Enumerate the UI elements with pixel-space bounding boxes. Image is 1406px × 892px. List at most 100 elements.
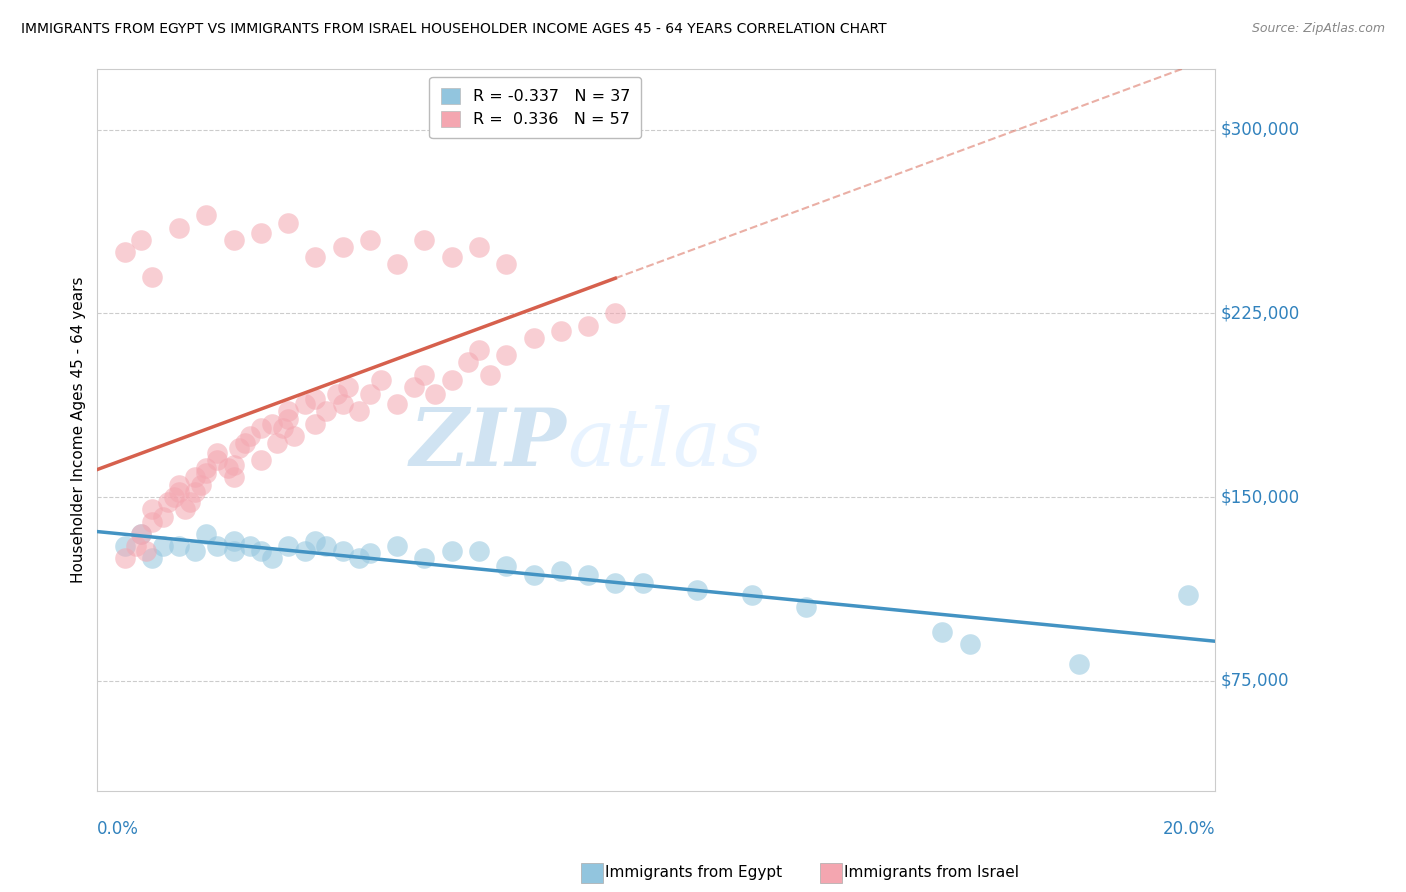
Point [294,397,316,411]
Point [1177,588,1199,602]
Point [605,575,627,590]
Point [114,551,136,566]
Point [260,417,283,431]
Point [114,245,136,260]
Point [468,343,491,358]
Point [359,387,381,401]
Point [207,539,229,553]
Point [1067,657,1090,671]
Text: Source: ZipAtlas.com: Source: ZipAtlas.com [1251,22,1385,36]
Point [277,539,299,553]
Point [129,526,152,541]
Point [413,551,436,566]
Point [337,380,360,394]
Point [129,233,152,247]
Text: 0.0%: 0.0% [97,821,139,838]
Text: Immigrants from Egypt: Immigrants from Egypt [605,865,782,880]
Point [631,575,654,590]
Point [495,348,517,362]
Point [332,240,354,254]
Point [522,331,544,345]
Point [495,257,517,271]
Point [135,544,157,558]
Point [152,509,174,524]
Point [294,544,316,558]
Text: $150,000: $150,000 [1220,488,1299,506]
Point [233,436,256,450]
Point [440,544,463,558]
Point [222,534,245,549]
Point [195,466,218,480]
Point [152,539,174,553]
Point [522,568,544,582]
Point [250,421,273,435]
Point [440,250,463,264]
Point [222,458,245,473]
Text: 20.0%: 20.0% [1163,821,1215,838]
Point [167,539,190,553]
Point [195,460,218,475]
Point [741,588,763,602]
Point [478,368,501,382]
Point [195,209,218,223]
Point [315,539,337,553]
Point [260,551,283,566]
Point [468,240,491,254]
Point [250,226,273,240]
Point [495,558,517,573]
Point [141,515,163,529]
Text: $300,000: $300,000 [1220,120,1299,139]
Point [359,546,381,560]
Point [239,429,262,443]
Point [228,441,250,455]
Point [605,306,627,320]
Point [387,257,409,271]
Point [304,417,326,431]
Point [794,600,817,615]
Point [277,216,299,230]
Point [141,551,163,566]
Point [173,502,195,516]
Point [167,485,190,500]
Text: $225,000: $225,000 [1220,304,1299,322]
Point [129,526,152,541]
Point [550,564,572,578]
Point [370,372,392,386]
Point [326,387,349,401]
Point [332,397,354,411]
Point [222,470,245,484]
Point [931,624,953,639]
Point [266,436,288,450]
Point [167,478,190,492]
Point [114,539,136,553]
Point [402,380,425,394]
Point [167,220,190,235]
Point [457,355,479,369]
Point [184,485,207,500]
Point [359,233,381,247]
Point [315,404,337,418]
Legend: R = -0.337   N = 37, R =  0.336   N = 57: R = -0.337 N = 37, R = 0.336 N = 57 [429,77,641,138]
Point [304,392,326,406]
Point [550,324,572,338]
Point [163,490,186,504]
Point [283,429,305,443]
Point [576,568,599,582]
Point [332,544,354,558]
Text: ZIP: ZIP [411,406,567,483]
Point [347,404,370,418]
Point [195,526,218,541]
Point [959,637,981,651]
Point [440,372,463,386]
Point [413,368,436,382]
Text: $75,000: $75,000 [1220,672,1289,690]
Point [179,495,201,509]
Point [190,478,212,492]
Text: Immigrants from Israel: Immigrants from Israel [844,865,1018,880]
Point [207,453,229,467]
Point [141,269,163,284]
Point [686,583,709,598]
Text: atlas: atlas [567,406,762,483]
Point [239,539,262,553]
Point [184,544,207,558]
